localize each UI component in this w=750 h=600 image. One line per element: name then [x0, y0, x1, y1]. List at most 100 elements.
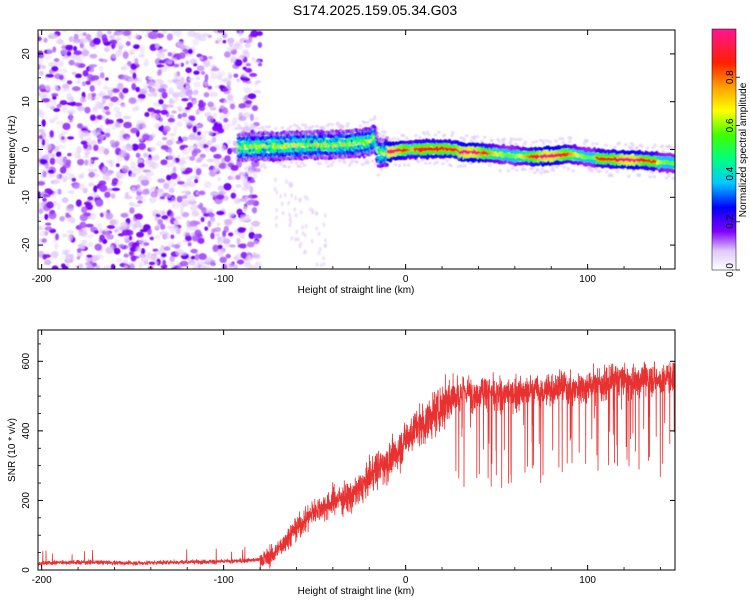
spectrogram-cell — [123, 235, 130, 243]
spectrogram-cell — [223, 183, 232, 191]
spectrogram-cell — [378, 131, 382, 136]
spectrogram-cell — [114, 111, 123, 119]
spectrogram-cell — [79, 221, 87, 229]
spectrogram-cell — [71, 71, 77, 76]
spectrogram-cell — [115, 37, 122, 41]
spectrogram-cell — [98, 124, 104, 132]
spectrogram-cell — [150, 191, 158, 198]
spectrogram-cell — [143, 83, 149, 91]
spectrogram-cell — [192, 38, 199, 46]
spectrogram-cell — [51, 87, 60, 91]
spectrogram-cell — [209, 91, 219, 98]
spectrogram-cell — [331, 160, 336, 164]
spectrogram-cell — [76, 256, 81, 260]
spectrogram-cell — [193, 63, 198, 67]
spectrogram-cell — [183, 194, 188, 199]
spectrogram-cell — [195, 34, 204, 41]
spectrogram-cell — [137, 142, 146, 151]
spectrogram-cell — [97, 150, 105, 155]
spectrogram-cell — [68, 116, 74, 123]
spectrogram-cell — [298, 244, 302, 249]
spectrogram-cell — [156, 51, 165, 59]
spectrogram-cell — [288, 124, 293, 129]
spectrogram-cell — [207, 85, 213, 90]
spectrogram-cell — [216, 210, 225, 216]
spectrogram-cell — [300, 161, 304, 165]
spectrogram-cell — [82, 70, 89, 77]
spectrogram-cell — [53, 115, 59, 121]
spectrogram-cell — [135, 195, 144, 201]
spectrogram-cell — [109, 139, 116, 145]
spectrogram-cell — [92, 168, 98, 173]
spectrogram-cell — [294, 195, 298, 201]
spectrogram-cell — [98, 228, 104, 234]
spectrogram-cell — [204, 181, 212, 189]
spectrogram-cell — [75, 73, 82, 79]
spectrogram-cell — [532, 171, 537, 175]
spectrogram-cell — [93, 120, 98, 125]
spectrogram-cell — [250, 30, 259, 38]
spectrogram-cell — [375, 135, 380, 139]
spectrogram-cell — [631, 169, 636, 173]
snr-y-axis-title: SNR (10 * v/v) — [7, 418, 18, 482]
spectrogram-cell — [490, 139, 494, 143]
spectrogram-cell — [167, 225, 172, 229]
spectrogram-cell — [179, 45, 186, 50]
spectrogram-cell — [249, 72, 258, 78]
spectrogram-cell — [135, 86, 141, 93]
spectrogram-cell — [176, 121, 183, 128]
spectrogram-cell — [45, 83, 52, 91]
spectrogram-cell — [128, 97, 137, 104]
spectrogram-cell — [39, 230, 46, 237]
spectrogram-cell — [111, 43, 116, 48]
spectrogram-cell — [245, 254, 254, 261]
spectrogram-cell — [317, 250, 321, 256]
spectrogram-cell — [89, 114, 97, 121]
spectrogram-cell — [160, 159, 168, 166]
spectrogram-x-tick-label: -100 — [214, 274, 234, 285]
spectrogram-cell — [158, 126, 164, 132]
spectrogram-cell — [220, 144, 227, 152]
spectrogram-cell — [104, 45, 112, 52]
spectrogram-cell — [42, 170, 47, 178]
spectrogram-cell — [89, 53, 98, 59]
spectrogram-cell — [49, 157, 56, 165]
spectrogram-cell — [182, 117, 187, 122]
spectrogram-cell — [160, 223, 166, 230]
spectrogram-cell — [188, 134, 196, 141]
spectrogram-cell — [253, 234, 261, 240]
spectrogram-cell — [216, 249, 225, 254]
spectrogram-cell — [144, 33, 149, 38]
spectrogram-cell — [613, 145, 617, 149]
spectrogram-cell — [44, 254, 51, 258]
spectrogram-cell — [635, 145, 639, 149]
spectrogram-cell — [88, 182, 95, 187]
spectrogram-cell — [106, 86, 114, 94]
spectrogram-cell — [562, 165, 566, 169]
spectrogram-cell — [166, 33, 174, 41]
spectrogram-cell — [463, 164, 467, 168]
spectrogram-cell — [181, 112, 188, 118]
spectrogram-cell — [298, 164, 303, 169]
spectrogram-cell — [246, 176, 252, 181]
spectrogram-cell — [147, 228, 152, 236]
spectrogram-cell — [169, 132, 176, 137]
spectrogram-cell — [157, 210, 166, 216]
spectrogram-cell — [86, 254, 93, 258]
spectrogram-cell — [147, 76, 154, 81]
spectrogram-cell — [108, 101, 114, 107]
spectrogram-cell — [111, 123, 117, 131]
spectrogram-cell — [55, 121, 64, 125]
spectrogram-cell — [46, 201, 54, 209]
spectrogram-cell — [49, 118, 56, 124]
spectrogram-cell — [167, 211, 172, 215]
spectrogram-cell — [102, 166, 107, 172]
spectrogram-cell — [134, 58, 139, 66]
spectrogram-cell — [212, 169, 221, 173]
spectrogram-cell — [173, 220, 180, 226]
spectrogram-cell — [138, 263, 143, 269]
spectrogram-cell — [198, 122, 203, 129]
spectrogram-cell — [91, 96, 101, 100]
spectrogram-cell — [250, 221, 260, 226]
